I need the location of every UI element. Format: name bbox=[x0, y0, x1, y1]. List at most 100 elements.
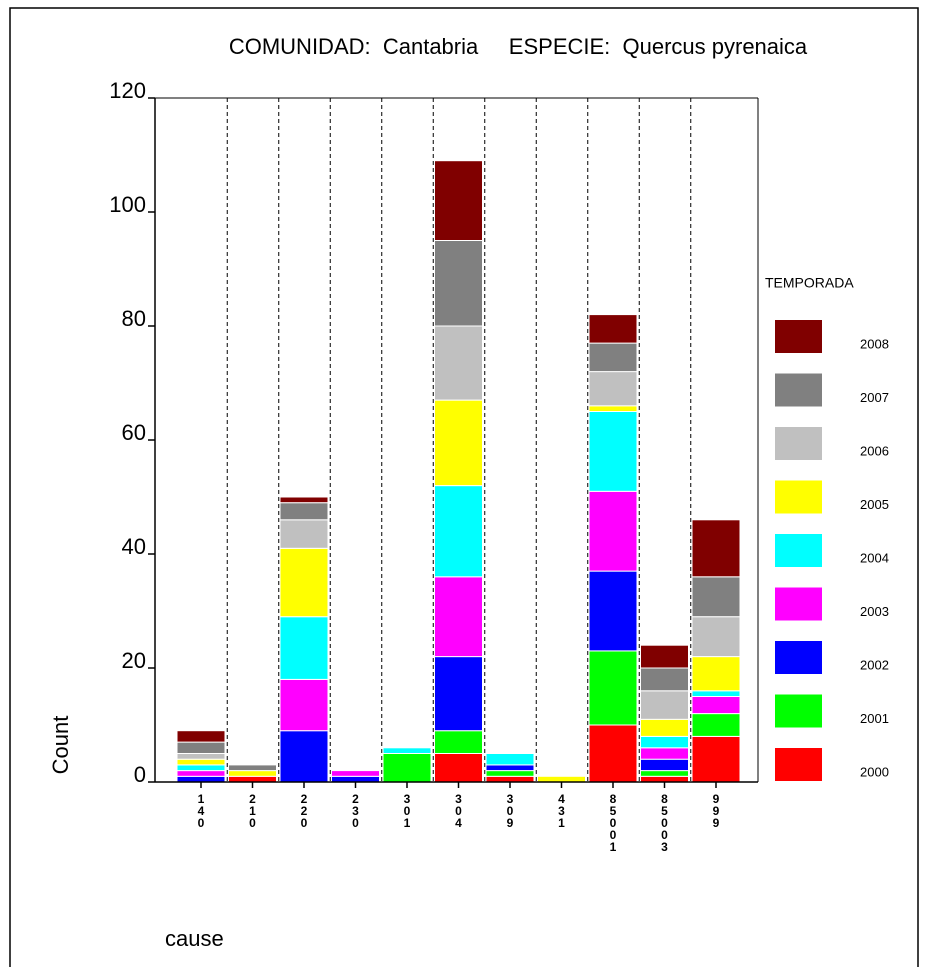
bar-segment bbox=[176, 770, 226, 777]
bar-segment bbox=[691, 735, 741, 783]
bar-segment bbox=[434, 240, 483, 327]
legend-label: 2002 bbox=[860, 657, 889, 672]
bar-segment bbox=[691, 696, 741, 715]
x-axis-label: cause bbox=[165, 926, 224, 951]
bar-segment bbox=[691, 690, 741, 697]
bar-segment bbox=[588, 342, 638, 373]
bar-segment bbox=[588, 371, 638, 407]
legend-label: 2006 bbox=[860, 443, 889, 458]
bar-segment bbox=[640, 770, 689, 777]
bar-segment bbox=[640, 747, 689, 760]
bar-segment bbox=[485, 770, 535, 777]
y-tick-label: 20 bbox=[122, 648, 146, 673]
y-tick-label: 120 bbox=[109, 78, 146, 103]
legend-label: 2007 bbox=[860, 390, 889, 405]
bar-segment bbox=[640, 735, 689, 749]
bar-segment bbox=[176, 753, 226, 760]
y-tick-label: 60 bbox=[122, 420, 146, 445]
bar-segment bbox=[331, 775, 380, 783]
legend-swatch bbox=[775, 534, 822, 567]
legend-label: 2003 bbox=[860, 604, 889, 619]
bar-segment bbox=[279, 519, 329, 549]
bar-segment bbox=[691, 576, 741, 618]
legend-label: 2004 bbox=[860, 550, 889, 565]
legend-label: 2008 bbox=[860, 336, 889, 351]
bar-segment bbox=[640, 690, 689, 720]
bar-segment bbox=[228, 770, 277, 777]
y-tick-label: 40 bbox=[122, 534, 146, 559]
bar-segment bbox=[434, 576, 483, 658]
bar-segment bbox=[588, 570, 638, 652]
bar-segment bbox=[485, 753, 535, 766]
legend-swatch bbox=[775, 373, 822, 407]
bar-segment bbox=[588, 650, 638, 726]
y-axis-label: Count bbox=[48, 716, 73, 775]
bar-segment bbox=[588, 490, 638, 572]
bar-segment bbox=[176, 741, 226, 754]
legend-swatch bbox=[775, 480, 822, 514]
legend-swatch bbox=[775, 748, 822, 781]
bar-segment bbox=[691, 616, 741, 658]
bar-segment bbox=[537, 775, 586, 783]
bar-segment bbox=[588, 724, 638, 783]
y-tick-label: 80 bbox=[122, 306, 146, 331]
y-tick-label: 100 bbox=[109, 192, 146, 217]
legend-title: TEMPORADA bbox=[765, 275, 854, 291]
bar-segment bbox=[279, 678, 329, 732]
y-tick-label: 0 bbox=[134, 762, 146, 787]
bar-segment bbox=[588, 314, 638, 344]
bar-segment bbox=[279, 496, 329, 504]
bar-segment bbox=[434, 656, 483, 732]
bar-segment bbox=[485, 775, 535, 783]
legend-label: 2001 bbox=[860, 711, 889, 726]
legend-swatch bbox=[775, 427, 822, 460]
bar-segment bbox=[588, 411, 638, 492]
bar-segment bbox=[434, 160, 483, 241]
legend-label: 2000 bbox=[860, 764, 889, 779]
bar-segment bbox=[228, 775, 277, 783]
bar-segment bbox=[382, 753, 432, 783]
bar-segment bbox=[434, 485, 483, 578]
bar-segment bbox=[640, 775, 689, 783]
bar-segment bbox=[279, 730, 329, 783]
bar-segment bbox=[691, 656, 741, 692]
legend-swatch bbox=[775, 320, 822, 353]
legend-swatch bbox=[775, 641, 822, 674]
bar-segment bbox=[434, 399, 483, 487]
bar-segment bbox=[176, 758, 226, 766]
bar-segment bbox=[279, 502, 329, 521]
bar-segment bbox=[176, 775, 226, 783]
bar-segment bbox=[640, 758, 689, 772]
bar-segment bbox=[382, 747, 432, 754]
bar-segment bbox=[279, 547, 329, 618]
bar-segment bbox=[640, 644, 689, 669]
legend-swatch bbox=[775, 587, 822, 621]
bar-segment bbox=[588, 405, 638, 412]
bar-segment bbox=[640, 667, 689, 692]
bar-segment bbox=[176, 764, 226, 772]
bar-segment bbox=[228, 764, 277, 772]
bar-segment bbox=[434, 730, 483, 755]
bar-segment bbox=[279, 616, 329, 680]
legend-label: 2005 bbox=[860, 497, 889, 512]
bar-segment bbox=[176, 730, 226, 743]
legend-swatch bbox=[775, 694, 822, 728]
bar-segment bbox=[434, 753, 483, 783]
chart-title: COMUNIDAD: Cantabria ESPECIE: Quercus py… bbox=[229, 34, 808, 59]
bar-segment bbox=[691, 519, 741, 578]
bar-segment bbox=[640, 718, 689, 737]
bar-segment bbox=[434, 325, 483, 401]
bar-segment bbox=[331, 770, 380, 777]
